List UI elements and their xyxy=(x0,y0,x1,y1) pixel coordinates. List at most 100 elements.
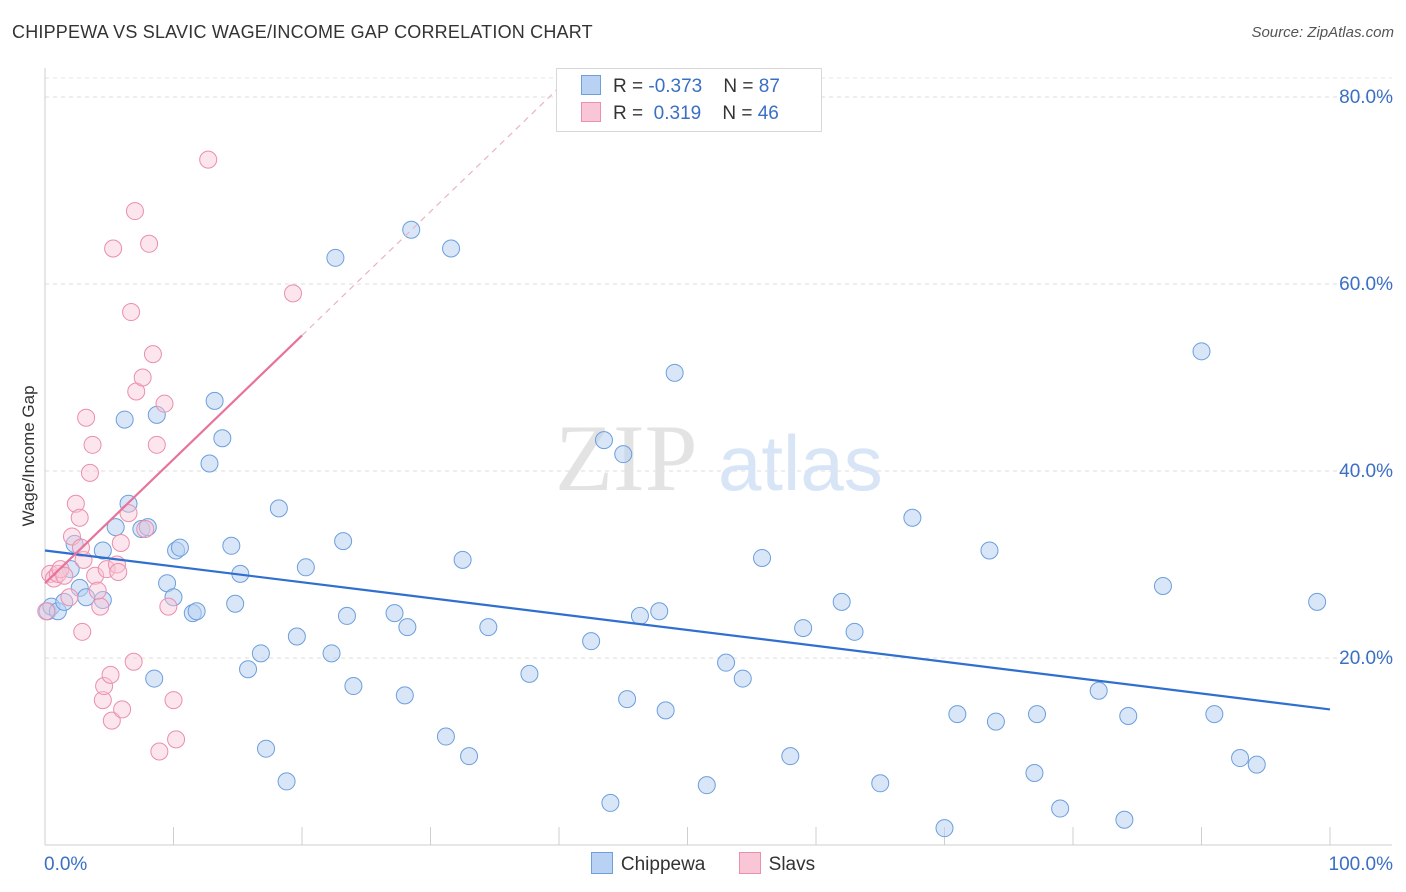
point-chippewa xyxy=(980,541,999,560)
point-slavs xyxy=(86,566,105,585)
point-slavs xyxy=(164,691,183,710)
point-chippewa xyxy=(832,592,851,611)
point-chippewa xyxy=(1119,706,1138,725)
point-slavs xyxy=(91,597,110,616)
point-slavs xyxy=(133,368,152,387)
point-slavs xyxy=(150,742,169,761)
point-chippewa xyxy=(251,644,270,663)
point-chippewa xyxy=(269,499,288,518)
point-chippewa xyxy=(93,541,112,560)
legend-r-label: R = xyxy=(613,76,649,97)
legend-r-value: 0.319 xyxy=(648,103,702,124)
point-chippewa xyxy=(986,712,1005,731)
chart-source: Source: ZipAtlas.com xyxy=(1251,24,1394,41)
point-chippewa xyxy=(200,454,219,473)
point-chippewa xyxy=(697,776,716,795)
point-chippewa xyxy=(903,508,922,527)
point-chippewa xyxy=(1153,577,1172,596)
point-chippewa xyxy=(1025,764,1044,783)
x-tick-label: 100.0% xyxy=(1329,854,1394,875)
point-chippewa xyxy=(222,536,241,555)
point-slavs xyxy=(55,566,74,585)
y-tick-label: 60.0% xyxy=(1339,274,1393,295)
trend-lines xyxy=(44,87,1331,711)
point-slavs xyxy=(284,284,303,303)
point-chippewa xyxy=(398,618,417,637)
point-slavs xyxy=(70,508,89,527)
point-chippewa xyxy=(618,690,637,709)
point-chippewa xyxy=(479,618,498,637)
legend-label-slavs: Slavs xyxy=(768,854,816,875)
point-chippewa xyxy=(845,622,864,641)
point-slavs xyxy=(104,239,123,258)
point-chippewa xyxy=(1051,799,1070,818)
point-chippewa xyxy=(344,677,363,696)
legend-row-chippewa: R = -0.373 N = 87 xyxy=(581,75,780,101)
point-slavs xyxy=(113,700,132,719)
chart-title: CHIPPEWA VS SLAVIC WAGE/INCOME GAP CORRE… xyxy=(12,22,593,42)
trend-line-slavs-extension xyxy=(301,87,560,336)
series-legend: Chippewa Slavs xyxy=(0,852,1406,876)
y-tick-label: 20.0% xyxy=(1339,648,1393,669)
point-chippewa xyxy=(582,632,601,651)
point-chippewa xyxy=(115,410,134,429)
point-chippewa xyxy=(733,669,752,688)
point-chippewa xyxy=(614,445,633,464)
legend-n-value: 87 xyxy=(758,76,780,97)
chippewa-swatch xyxy=(581,75,601,95)
point-chippewa xyxy=(1231,749,1250,768)
point-slavs xyxy=(83,435,102,454)
watermark-atlas: atlas xyxy=(718,419,883,507)
point-slavs xyxy=(143,345,162,364)
x-tick-label: 0.0% xyxy=(44,854,87,875)
point-slavs xyxy=(167,730,186,749)
point-chippewa xyxy=(436,727,455,746)
point-slavs xyxy=(93,691,112,710)
point-chippewa xyxy=(385,604,404,623)
legend-label-chippewa: Chippewa xyxy=(620,854,706,875)
point-slavs xyxy=(159,597,178,616)
point-slavs xyxy=(125,202,144,221)
point-chippewa xyxy=(1089,681,1108,700)
point-chippewa xyxy=(1205,705,1224,724)
slavs-swatch xyxy=(581,102,601,122)
point-chippewa xyxy=(226,594,245,613)
point-chippewa xyxy=(1308,592,1327,611)
point-slavs xyxy=(155,394,174,413)
point-slavs xyxy=(101,665,120,684)
point-chippewa xyxy=(753,548,772,567)
point-slavs xyxy=(122,303,141,322)
legend-r-value: -0.373 xyxy=(648,76,703,97)
slavs-swatch xyxy=(738,852,761,874)
point-chippewa xyxy=(656,701,675,720)
point-chippewa xyxy=(287,627,306,646)
point-chippewa xyxy=(257,739,276,758)
point-slavs xyxy=(124,652,143,671)
legend-row-slavs: R = 0.319 N = 46 xyxy=(581,102,779,128)
point-chippewa xyxy=(717,653,736,672)
watermark: ZIP atlas xyxy=(555,405,883,511)
point-chippewa xyxy=(337,606,356,625)
y-axis-title: Wage/Income Gap xyxy=(19,385,38,526)
point-chippewa xyxy=(164,588,183,607)
point-chippewa xyxy=(1247,755,1266,774)
point-chippewa xyxy=(170,538,189,557)
point-slavs xyxy=(80,463,99,482)
point-slavs xyxy=(97,560,116,579)
point-chippewa xyxy=(106,518,125,537)
point-chippewa xyxy=(1192,342,1211,361)
point-slavs xyxy=(147,435,166,454)
data-points xyxy=(37,150,1327,838)
point-chippewa xyxy=(781,747,800,766)
point-chippewa xyxy=(138,518,157,537)
point-slavs xyxy=(77,408,96,427)
point-slavs xyxy=(48,564,67,583)
point-slavs xyxy=(111,533,130,552)
trend-line-slavs xyxy=(44,334,303,584)
point-slavs xyxy=(140,234,159,253)
point-slavs xyxy=(109,562,128,581)
point-slavs xyxy=(73,622,92,641)
chippewa-swatch xyxy=(590,852,613,874)
point-slavs xyxy=(88,581,107,600)
